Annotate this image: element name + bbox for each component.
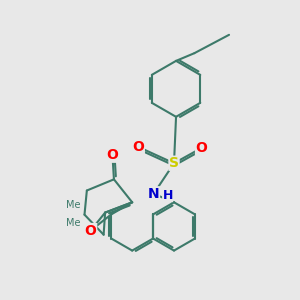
Text: S: S [169,156,179,170]
Text: N: N [148,187,159,201]
Text: O: O [85,224,97,238]
Text: Me: Me [66,218,80,228]
Text: O: O [106,148,119,162]
Text: H: H [163,189,173,202]
Text: O: O [196,141,208,155]
Text: O: O [132,140,144,154]
Text: Me: Me [66,200,80,210]
